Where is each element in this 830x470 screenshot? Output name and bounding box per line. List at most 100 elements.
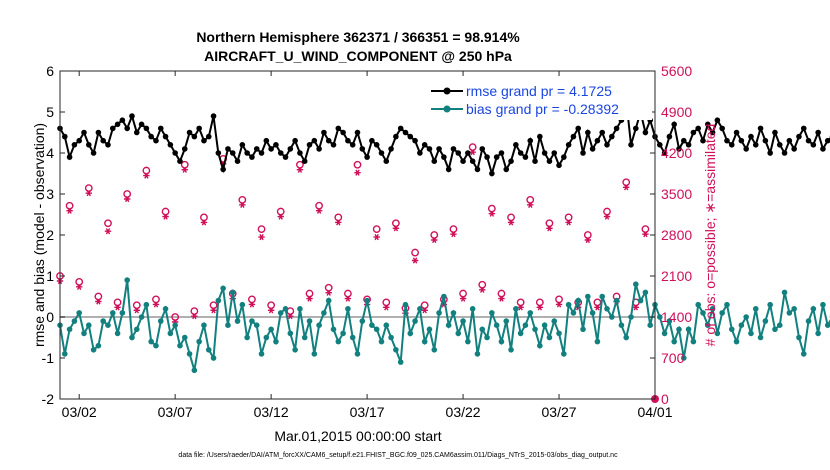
- obs-assimilated-point: [152, 301, 160, 308]
- bias-point: [210, 355, 217, 361]
- rmse-point: [762, 137, 769, 144]
- rmse-point: [565, 142, 572, 148]
- bias-point: [585, 293, 591, 300]
- bias-point: [800, 351, 807, 357]
- obs-possible-point: [286, 307, 295, 316]
- bias-point: [690, 338, 697, 345]
- legend-marker-bias: [443, 105, 451, 113]
- bias-point: [489, 310, 495, 316]
- bias-point: [383, 322, 390, 329]
- obs-assimilated-point: [411, 257, 419, 264]
- rmse-point: [820, 146, 826, 152]
- rmse-point: [426, 146, 433, 152]
- y-right-tick-label: 4900: [661, 104, 692, 120]
- rmse-point: [109, 125, 116, 132]
- rmse-point: [201, 137, 207, 144]
- obs-assimilated-point: [114, 304, 121, 311]
- bias-point: [656, 314, 663, 320]
- bias-point: [436, 310, 442, 316]
- bias-point: [301, 334, 308, 341]
- rmse-point: [81, 129, 87, 136]
- bias-point: [469, 306, 476, 312]
- obs-possible-point: [391, 219, 400, 228]
- rmse-point: [709, 129, 716, 136]
- rmse-point: [575, 125, 582, 132]
- bias-point: [719, 310, 725, 316]
- rmse-point: [335, 125, 342, 132]
- rmse-point: [522, 154, 529, 160]
- bias-point: [330, 326, 337, 333]
- obs-assimilated-point: [325, 289, 332, 296]
- rmse-point: [445, 166, 452, 173]
- y-axis-right-label: # of obs: o=possible; ∗=assimilated: [702, 124, 718, 347]
- y-left-tick-label: 0: [46, 309, 54, 325]
- rmse-point: [157, 125, 164, 132]
- bias-point: [277, 310, 284, 316]
- obs-possible-point: [190, 307, 199, 316]
- bias-point: [124, 277, 130, 283]
- obs-assimilated-point: [315, 207, 323, 214]
- bias-point: [258, 351, 265, 357]
- bias-point: [402, 301, 409, 308]
- bias-point: [109, 310, 116, 316]
- rmse-point: [642, 129, 649, 136]
- rmse-point: [537, 133, 543, 140]
- y-right-tick-label: 5600: [661, 63, 692, 79]
- obs-assimilated-point: [555, 301, 563, 308]
- rmse-point: [772, 129, 778, 136]
- bias-point: [748, 330, 754, 337]
- rmse-point: [273, 142, 279, 148]
- obs-possible-point: [123, 190, 132, 198]
- rmse-point: [498, 150, 505, 156]
- obs-assimilated-point: [123, 195, 131, 203]
- obs-possible-point: [142, 166, 151, 175]
- rmse-point: [215, 150, 222, 156]
- bias-point: [138, 314, 145, 320]
- rmse-point: [177, 158, 183, 164]
- bias-point: [225, 322, 231, 329]
- obs-possible-point: [449, 225, 458, 234]
- obs-possible-point: [535, 298, 544, 307]
- obs-assimilated-point: [210, 307, 217, 314]
- bias-point: [738, 322, 745, 329]
- rmse-point: [824, 137, 830, 144]
- rmse-point: [412, 137, 418, 144]
- rmse-point: [796, 133, 802, 140]
- bias-point: [181, 334, 188, 341]
- obs-assimilated-point: [450, 231, 457, 238]
- bias-point: [561, 351, 567, 357]
- rmse-point: [513, 142, 519, 148]
- bias-point: [61, 351, 68, 357]
- obs-assimilated-point: [85, 190, 92, 197]
- obs-assimilated-point: [248, 301, 256, 308]
- rmse-point: [815, 129, 821, 136]
- y-right-tick-label: 4200: [661, 145, 692, 161]
- bias-point: [824, 322, 830, 328]
- bias-point: [609, 314, 615, 320]
- rmse-point: [249, 154, 255, 160]
- obs-assimilated-point: [95, 298, 102, 305]
- obs-assimilated-point: [421, 307, 428, 314]
- bias-point: [191, 367, 198, 374]
- obs-assimilated-point: [383, 304, 390, 311]
- bias-point: [90, 347, 97, 353]
- obs-assimilated-point: [354, 169, 361, 176]
- legend-marker-rmse: [443, 87, 451, 95]
- bias-point: [66, 326, 73, 333]
- obs-assimilated-point: [546, 225, 553, 232]
- obs-possible-point: [487, 204, 496, 213]
- rmse-point: [700, 137, 706, 144]
- obs-possible-point: [65, 201, 74, 210]
- rmse-point: [90, 150, 97, 156]
- rmse-point: [805, 137, 812, 144]
- bias-point: [791, 306, 797, 312]
- y-right-tick-label: 700: [661, 350, 685, 366]
- rmse-point: [460, 158, 466, 164]
- bias-point: [580, 326, 586, 333]
- rmse-point: [546, 158, 553, 164]
- rmse-point: [359, 146, 366, 152]
- x-tick-label: 03/12: [254, 404, 289, 420]
- rmse-point: [148, 133, 154, 140]
- bias-point: [196, 338, 202, 345]
